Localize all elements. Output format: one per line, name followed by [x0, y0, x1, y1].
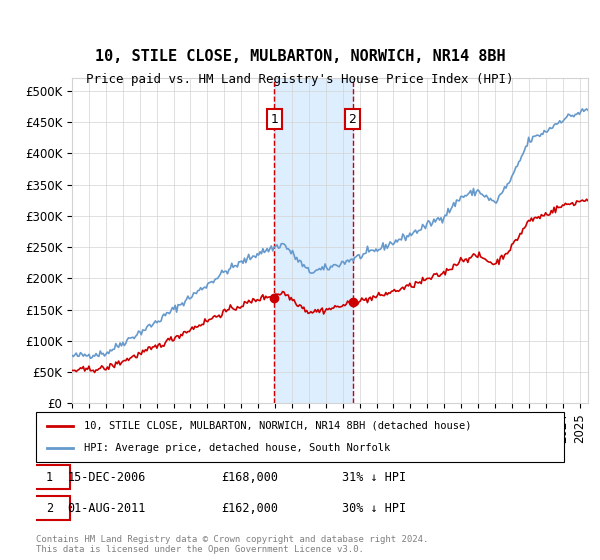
- Text: £168,000: £168,000: [221, 471, 278, 484]
- FancyBboxPatch shape: [36, 412, 564, 462]
- Text: £162,000: £162,000: [221, 502, 278, 515]
- Text: 01-AUG-2011: 01-AUG-2011: [68, 502, 146, 515]
- Text: Price paid vs. HM Land Registry's House Price Index (HPI): Price paid vs. HM Land Registry's House …: [86, 73, 514, 86]
- Text: 10, STILE CLOSE, MULBARTON, NORWICH, NR14 8BH (detached house): 10, STILE CLOSE, MULBARTON, NORWICH, NR1…: [83, 421, 471, 431]
- Text: Contains HM Land Registry data © Crown copyright and database right 2024.
This d: Contains HM Land Registry data © Crown c…: [36, 535, 428, 554]
- FancyBboxPatch shape: [28, 465, 70, 489]
- Text: HPI: Average price, detached house, South Norfolk: HPI: Average price, detached house, Sout…: [83, 443, 390, 453]
- Text: 30% ↓ HPI: 30% ↓ HPI: [342, 502, 406, 515]
- Text: 2: 2: [46, 502, 53, 515]
- Text: 31% ↓ HPI: 31% ↓ HPI: [342, 471, 406, 484]
- Text: 10, STILE CLOSE, MULBARTON, NORWICH, NR14 8BH: 10, STILE CLOSE, MULBARTON, NORWICH, NR1…: [95, 49, 505, 64]
- Text: 1: 1: [46, 471, 53, 484]
- Text: 2: 2: [349, 113, 356, 125]
- Bar: [274, 78, 353, 403]
- FancyBboxPatch shape: [28, 496, 70, 520]
- Text: 1: 1: [271, 113, 278, 125]
- Text: 15-DEC-2006: 15-DEC-2006: [68, 471, 146, 484]
